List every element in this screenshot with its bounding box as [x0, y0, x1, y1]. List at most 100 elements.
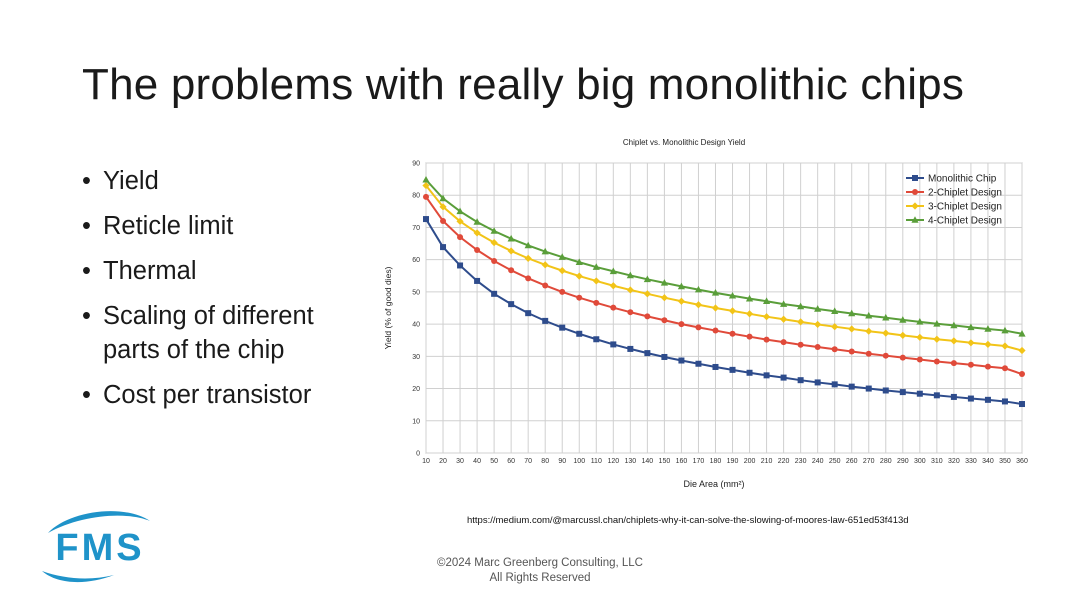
legend-marker-monolithic-chip — [912, 175, 918, 181]
data-point-monolithic-chip — [1001, 398, 1008, 405]
data-point-monolithic-chip — [712, 363, 719, 370]
x-tick-label: 100 — [573, 458, 585, 465]
data-point-4-chiplet-design — [643, 275, 651, 283]
data-point-2-chiplet-design — [831, 346, 838, 353]
data-point-2-chiplet-design — [423, 193, 429, 200]
bullet-scaling: Scaling of different parts of the chip — [82, 299, 372, 367]
source-url[interactable]: https://medium.com/@marcussl.chan/chiple… — [467, 515, 909, 526]
data-point-4-chiplet-design — [473, 218, 481, 225]
bullet-thermal: Thermal — [82, 254, 372, 288]
x-tick-label: 130 — [624, 458, 636, 465]
data-point-2-chiplet-design — [542, 282, 549, 289]
data-point-4-chiplet-design — [745, 294, 754, 302]
legend-label-2-chiplet-design: 2-Chiplet Design — [928, 188, 1002, 199]
data-point-2-chiplet-design — [508, 267, 515, 274]
series-line-4-chiplet-design — [425, 179, 1023, 335]
x-tick-label: 340 — [982, 458, 994, 465]
x-tick-label: 160 — [676, 458, 688, 465]
x-tick-label: 70 — [524, 458, 532, 465]
x-tick-label: 150 — [659, 458, 671, 465]
x-tick-label: 200 — [744, 458, 756, 465]
fms-logo: FMS — [42, 511, 150, 583]
data-point-2-chiplet-design — [933, 358, 940, 365]
data-point-monolithic-chip — [576, 330, 583, 337]
data-point-3-chiplet-design — [1018, 346, 1026, 355]
data-point-3-chiplet-design — [848, 325, 856, 333]
y-axis-label: Yield (% of good dies) — [383, 266, 393, 349]
data-point-monolithic-chip — [950, 393, 957, 400]
data-point-monolithic-chip — [457, 262, 464, 269]
data-point-2-chiplet-design — [576, 294, 583, 301]
data-point-2-chiplet-design — [457, 234, 464, 241]
data-point-4-chiplet-design — [541, 247, 549, 255]
data-point-4-chiplet-design — [865, 311, 873, 319]
data-point-3-chiplet-design — [780, 315, 788, 323]
legend-marker-3-chiplet-design — [911, 202, 919, 210]
data-point-4-chiplet-design — [507, 234, 515, 242]
x-tick-label: 180 — [710, 458, 722, 465]
x-axis-label: Die Area (mm²) — [683, 479, 744, 489]
bullet-cost-per-transistor: Cost per transistor — [82, 378, 372, 412]
y-tick-label: 90 — [412, 161, 420, 168]
data-point-4-chiplet-design — [950, 321, 958, 329]
copyright-line-1: ©2024 Marc Greenberg Consulting, LLC — [436, 557, 643, 569]
data-point-3-chiplet-design — [967, 339, 975, 347]
y-tick-label: 40 — [412, 322, 420, 329]
data-point-monolithic-chip — [984, 396, 991, 403]
data-point-2-chiplet-design — [593, 299, 600, 306]
x-tick-label: 90 — [558, 458, 566, 465]
data-point-4-chiplet-design — [899, 316, 907, 323]
x-tick-label: 360 — [1016, 458, 1028, 465]
data-point-2-chiplet-design — [491, 257, 498, 264]
copyright: ©2024 Marc Greenberg Consulting, LLC All… — [400, 556, 680, 586]
data-point-monolithic-chip — [865, 385, 872, 392]
data-point-4-chiplet-design — [575, 258, 583, 266]
y-tick-label: 60 — [412, 257, 420, 264]
data-point-monolithic-chip — [916, 390, 923, 397]
y-tick-label: 80 — [412, 193, 420, 200]
data-point-monolithic-chip — [525, 310, 532, 317]
data-point-2-chiplet-design — [950, 360, 957, 367]
data-point-2-chiplet-design — [780, 339, 787, 346]
bullet-list: Yield Reticle limit Thermal Scaling of d… — [82, 164, 372, 423]
y-tick-label: 20 — [412, 386, 420, 393]
data-point-4-chiplet-design — [916, 318, 924, 325]
x-tick-label: 20 — [439, 458, 447, 465]
data-point-4-chiplet-design — [814, 305, 822, 312]
data-point-4-chiplet-design — [592, 263, 600, 270]
data-point-monolithic-chip — [695, 360, 702, 367]
data-point-2-chiplet-design — [814, 343, 821, 350]
x-tick-label: 300 — [914, 458, 926, 465]
x-tick-label: 220 — [778, 458, 790, 465]
data-point-4-chiplet-design — [848, 309, 856, 317]
data-point-monolithic-chip — [627, 345, 634, 352]
data-point-monolithic-chip — [831, 381, 838, 388]
x-tick-label: 110 — [591, 458, 602, 465]
data-point-3-chiplet-design — [694, 301, 703, 309]
data-point-monolithic-chip — [440, 244, 447, 251]
legend-label-3-chiplet-design: 3-Chiplet Design — [928, 202, 1002, 213]
data-point-monolithic-chip — [491, 290, 498, 297]
data-point-3-chiplet-design — [745, 310, 754, 318]
data-point-2-chiplet-design — [848, 348, 855, 355]
data-point-4-chiplet-design — [728, 291, 737, 299]
legend-marker-4-chiplet-design — [911, 216, 919, 223]
x-tick-label: 310 — [931, 458, 943, 465]
data-point-4-chiplet-design — [660, 279, 668, 286]
y-tick-label: 50 — [412, 289, 420, 296]
x-tick-label: 260 — [846, 458, 858, 465]
x-tick-label: 40 — [473, 458, 481, 465]
data-point-4-chiplet-design — [490, 227, 498, 234]
data-point-4-chiplet-design — [762, 297, 771, 305]
data-point-3-chiplet-design — [677, 297, 686, 305]
data-point-4-chiplet-design — [984, 325, 992, 332]
data-point-2-chiplet-design — [899, 354, 906, 361]
data-point-2-chiplet-design — [525, 275, 532, 282]
data-point-2-chiplet-design — [644, 313, 651, 320]
data-point-4-chiplet-design — [797, 302, 805, 310]
data-point-monolithic-chip — [967, 395, 974, 402]
data-point-2-chiplet-design — [746, 333, 753, 340]
data-point-2-chiplet-design — [1001, 365, 1008, 372]
data-point-2-chiplet-design — [610, 304, 617, 311]
data-point-2-chiplet-design — [661, 317, 668, 324]
